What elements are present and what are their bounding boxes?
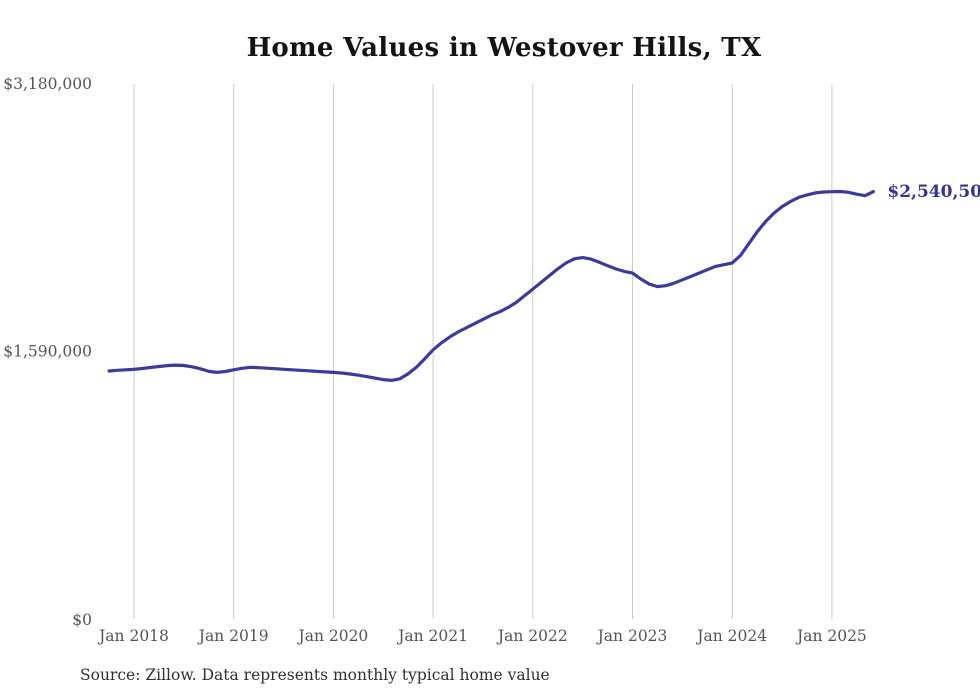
- source-note: Source: Zillow. Data represents monthly …: [80, 666, 550, 684]
- x-tick-label: Jan 2022: [496, 627, 568, 645]
- x-tick-label: Jan 2023: [596, 627, 668, 645]
- x-tick-label: Jan 2021: [396, 627, 468, 645]
- y-tick-label: $3,180,000: [3, 75, 92, 93]
- home-value-line-series: [107, 189, 875, 382]
- y-tick-label: $1,590,000: [3, 343, 92, 361]
- x-tick-label: Jan 2019: [197, 627, 269, 645]
- y-axis-tick-labels: $0 $1,590,000 $3,180,000: [3, 75, 92, 629]
- x-tick-label: Jan 2020: [296, 627, 368, 645]
- latest-value-label: $2,540,503: [887, 182, 980, 202]
- y-tick-label: $0: [72, 611, 92, 629]
- chart-title: Home Values in Westover Hills, TX: [246, 33, 762, 63]
- x-axis-tick-labels: Jan 2018 Jan 2019 Jan 2020 Jan 2021 Jan 2022…: [97, 627, 867, 645]
- x-tick-label: Jan 2018: [97, 627, 169, 645]
- gridlines-group: [133, 84, 833, 619]
- x-tick-label: Jan 2024: [695, 627, 767, 645]
- x-tick-label: Jan 2025: [795, 627, 867, 645]
